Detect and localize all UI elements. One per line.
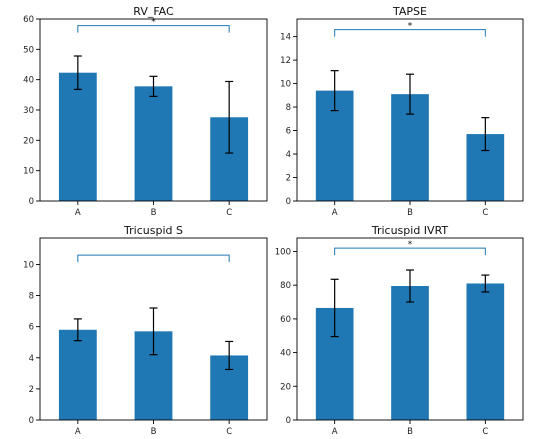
y-tick-label: 0 bbox=[29, 416, 34, 426]
y-tick-label: 4 bbox=[29, 354, 34, 364]
subplot-3: 0 2 4 6 8 10 A B C Tricuspid S bbox=[23, 224, 268, 437]
y-tick-label: 0 bbox=[286, 416, 291, 426]
errorbar-C bbox=[225, 340, 234, 371]
y-tick-label: 2 bbox=[286, 174, 291, 184]
y-tick-label: 10 bbox=[280, 80, 291, 90]
x-tick-label: C bbox=[482, 427, 488, 437]
significance-star: * bbox=[408, 240, 413, 250]
bar-A bbox=[58, 329, 97, 420]
significance-bracket bbox=[77, 254, 230, 263]
x-tick-label: C bbox=[226, 427, 232, 437]
errorbar-A bbox=[330, 278, 339, 338]
significance-bracket bbox=[334, 29, 486, 37]
y-tick-label: 60 bbox=[280, 315, 291, 325]
y-tick-label: 40 bbox=[23, 76, 34, 86]
chart-title: TAPSE bbox=[392, 5, 427, 18]
y-tick-label: 12 bbox=[280, 56, 291, 66]
significance-star: * bbox=[408, 22, 413, 32]
x-tick-label: C bbox=[482, 208, 488, 218]
errorbar-C bbox=[225, 80, 234, 154]
y-tick-label: 8 bbox=[29, 292, 34, 302]
x-tick-label: A bbox=[332, 427, 338, 437]
y-tick-label: 0 bbox=[286, 197, 291, 207]
chart-title: RV_FAC bbox=[133, 5, 174, 18]
subplot-4: * 0 20 40 60 80 100 A B C Tricuspid IVRT bbox=[275, 224, 524, 437]
y-tick-label: 20 bbox=[280, 382, 291, 392]
y-tick-label: 6 bbox=[286, 127, 291, 137]
y-tick-label: 14 bbox=[280, 33, 291, 43]
bar-C bbox=[466, 283, 505, 420]
chart-title: Tricuspid S bbox=[123, 224, 183, 237]
y-tick-label: 80 bbox=[280, 281, 291, 291]
errorbar-A bbox=[73, 318, 82, 342]
subplot-1: * 0 10 20 30 40 50 60 A B C RV_FAC bbox=[23, 5, 268, 218]
chart-title: Tricuspid IVRT bbox=[371, 224, 449, 237]
y-tick-label: 50 bbox=[23, 45, 34, 55]
y-tick-label: 100 bbox=[275, 247, 291, 257]
x-tick-label: B bbox=[151, 208, 157, 218]
bar-A bbox=[58, 72, 97, 201]
y-tick-label: 30 bbox=[23, 106, 34, 116]
x-tick-label: A bbox=[75, 208, 81, 218]
x-tick-label: C bbox=[226, 208, 232, 218]
y-tick-label: 4 bbox=[286, 150, 291, 160]
y-tick-label: 10 bbox=[23, 167, 34, 177]
errorbar-A bbox=[330, 70, 339, 112]
x-tick-label: B bbox=[151, 427, 157, 437]
y-tick-label: 2 bbox=[29, 385, 34, 395]
errorbar-B bbox=[406, 269, 414, 303]
y-tick-label: 6 bbox=[29, 323, 34, 333]
bar-B bbox=[391, 286, 429, 420]
significance-bracket bbox=[334, 247, 486, 256]
x-tick-label: A bbox=[332, 208, 338, 218]
y-tick-label: 0 bbox=[29, 197, 34, 207]
y-tick-label: 20 bbox=[23, 136, 34, 146]
errorbar-B bbox=[149, 307, 158, 356]
y-tick-label: 60 bbox=[23, 15, 34, 25]
y-tick-label: 10 bbox=[23, 260, 34, 270]
bar-B bbox=[134, 86, 173, 201]
x-tick-label: B bbox=[407, 208, 413, 218]
y-tick-label: 40 bbox=[280, 349, 291, 359]
significance-star: * bbox=[151, 18, 156, 28]
subplot-2: * 0 2 4 6 8 10 12 14 A B C TAPSE bbox=[280, 5, 524, 218]
y-tick-label: 8 bbox=[286, 103, 291, 113]
x-tick-label: A bbox=[75, 427, 81, 437]
errorbar-C bbox=[481, 117, 490, 152]
significance-bracket bbox=[77, 25, 230, 33]
x-tick-label: B bbox=[407, 427, 413, 437]
errorbar-A bbox=[73, 55, 82, 90]
errorbar-B bbox=[406, 73, 414, 115]
errorbar-C bbox=[481, 274, 490, 293]
errorbar-B bbox=[149, 75, 158, 97]
